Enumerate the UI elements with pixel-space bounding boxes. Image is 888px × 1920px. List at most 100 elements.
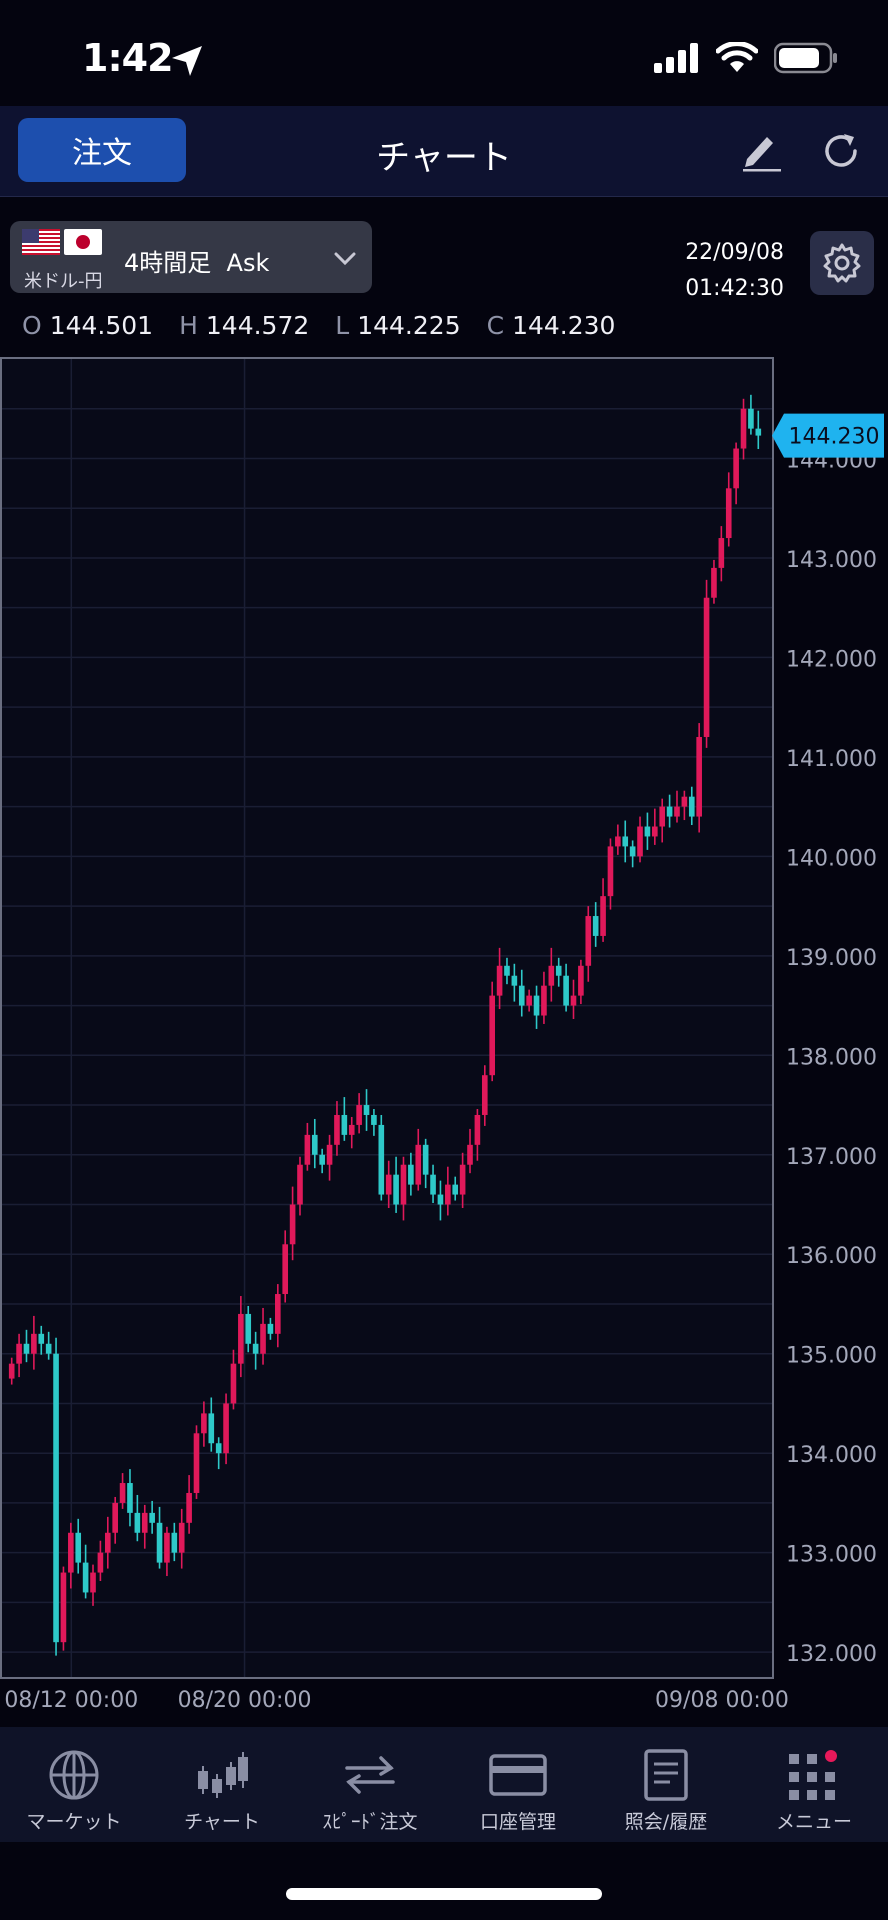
candle — [97, 1540, 104, 1582]
candle — [563, 963, 569, 1012]
candle — [622, 820, 629, 863]
candle — [452, 1176, 459, 1201]
candle — [149, 1500, 155, 1534]
candle — [31, 1315, 37, 1370]
candle — [215, 1437, 222, 1470]
chart-date: 22/09/08 — [685, 240, 784, 265]
candle — [481, 1065, 488, 1126]
candle — [60, 1566, 67, 1651]
candle — [245, 1305, 252, 1353]
candle — [518, 969, 525, 1017]
candle — [90, 1564, 96, 1606]
refresh-icon — [825, 134, 857, 167]
candlestick-icon — [198, 1752, 248, 1798]
us-flag-icon — [22, 229, 60, 255]
candle — [82, 1544, 89, 1599]
candle — [415, 1128, 422, 1191]
home-indicator[interactable] — [286, 1888, 602, 1900]
candle — [356, 1093, 362, 1134]
battery-icon — [774, 42, 837, 74]
tab-speed-order[interactable]: ｽﾋﾟｰﾄﾞ注文 — [296, 1727, 444, 1842]
refresh-button[interactable] — [816, 126, 866, 176]
tab-label: マーケット — [26, 1811, 122, 1833]
chart-settings-button[interactable] — [810, 231, 874, 295]
tab-label: ｽﾋﾟｰﾄﾞ注文 — [322, 1811, 418, 1833]
candle — [38, 1325, 45, 1355]
candle — [533, 985, 540, 1029]
candle — [141, 1504, 148, 1549]
candle — [718, 526, 725, 582]
candle — [445, 1166, 451, 1216]
candle — [23, 1329, 30, 1363]
draw-button[interactable] — [736, 126, 786, 176]
grid-menu-icon — [789, 1750, 837, 1800]
notification-dot — [825, 1750, 837, 1762]
candle — [282, 1230, 289, 1303]
candle — [430, 1164, 436, 1204]
tab-market[interactable]: マーケット — [0, 1727, 148, 1842]
candle — [437, 1180, 444, 1221]
candle — [319, 1148, 325, 1174]
card-icon — [489, 1754, 547, 1796]
chart-info-bar: 米ドル-円 4時間足 Ask 22/09/08 01:42:30 O 144.50… — [0, 197, 888, 357]
candle — [400, 1156, 407, 1221]
candle — [585, 906, 592, 982]
candle — [422, 1138, 429, 1189]
candle — [171, 1522, 178, 1562]
candle — [740, 398, 747, 460]
status-indicators — [654, 42, 838, 74]
gear-icon — [823, 243, 861, 283]
y-tick-label: 143.000 — [786, 548, 877, 573]
candle — [526, 989, 532, 1012]
y-tick-label: 134.000 — [786, 1443, 877, 1468]
candle — [238, 1296, 244, 1378]
tab-label: 照会/履歴 — [624, 1811, 708, 1833]
ohlc-readout: O 144.501 H 144.572 L 144.225 C 144.230 — [22, 311, 615, 340]
chart-time: 01:42:30 — [685, 276, 784, 301]
candle — [304, 1122, 311, 1171]
candle — [260, 1307, 266, 1365]
swap-arrows-icon — [345, 1756, 395, 1794]
tab-history[interactable]: 照会/履歴 — [592, 1727, 740, 1842]
candle — [311, 1118, 318, 1169]
ohlc-open: O 144.501 — [22, 311, 154, 340]
candle — [223, 1393, 229, 1465]
tab-label: チャート — [184, 1811, 260, 1833]
candle — [68, 1522, 74, 1589]
symbol-timeframe-selector[interactable]: 米ドル-円 4時間足 Ask — [10, 221, 372, 293]
candle — [748, 394, 754, 435]
candle — [127, 1469, 133, 1527]
price-chart[interactable]: 144.000 143.000 142.000 141.000 140.000 139.0… — [0, 357, 888, 1713]
candle — [186, 1475, 192, 1534]
candle — [467, 1128, 473, 1174]
candle — [385, 1160, 392, 1208]
candle — [629, 840, 636, 868]
candle — [164, 1526, 170, 1577]
candle — [637, 816, 643, 863]
candle — [363, 1089, 370, 1131]
currency-flags — [22, 229, 102, 255]
candle — [703, 579, 710, 748]
symbol-name: 米ドル-円 — [24, 271, 103, 292]
candle — [378, 1114, 385, 1201]
candle — [408, 1152, 414, 1196]
candlestick-chart[interactable]: 144.000143.000142.000141.000140.000139.0… — [0, 357, 888, 1727]
candle — [511, 963, 518, 1002]
order-button[interactable]: 注文 — [18, 118, 186, 182]
japan-flag-icon — [64, 229, 102, 255]
location-arrow-icon — [172, 46, 202, 76]
candle — [681, 790, 688, 821]
y-tick-label: 135.000 — [786, 1344, 877, 1369]
candle — [341, 1097, 348, 1141]
cellular-signal-icon — [654, 43, 698, 73]
candle — [615, 824, 621, 855]
tab-menu[interactable]: メニュー — [740, 1727, 888, 1842]
candle — [104, 1516, 111, 1569]
y-tick-label: 139.000 — [786, 946, 877, 971]
tab-label: 口座管理 — [479, 1811, 556, 1833]
home-area — [0, 1842, 888, 1920]
tab-account[interactable]: 口座管理 — [444, 1727, 592, 1842]
candle — [267, 1317, 274, 1340]
candle — [112, 1496, 118, 1544]
tab-chart[interactable]: チャート — [148, 1727, 296, 1842]
